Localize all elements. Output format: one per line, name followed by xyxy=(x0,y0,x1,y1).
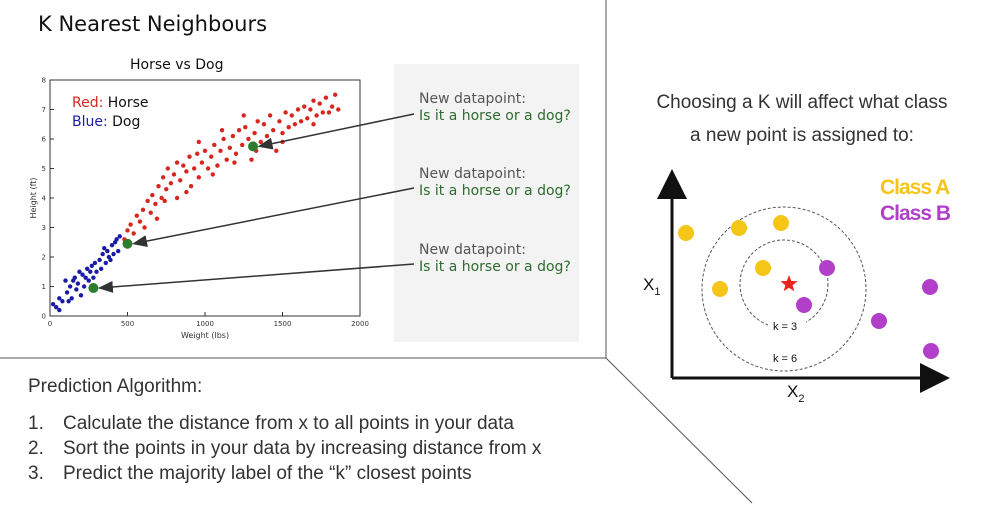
k6-label: k = 6 xyxy=(773,353,797,365)
k3-label: k = 3 xyxy=(773,321,797,333)
class-a-point xyxy=(755,260,771,276)
class-b-point xyxy=(819,260,835,276)
class-a-point xyxy=(773,215,789,231)
class-a-point xyxy=(712,281,728,297)
class-a-point xyxy=(731,220,747,236)
class-b-point xyxy=(871,313,887,329)
class-b-point xyxy=(923,343,939,359)
x-axis-label: X2 xyxy=(787,382,804,405)
class-a-point xyxy=(678,225,694,241)
class-b-point xyxy=(922,279,938,295)
knn-points xyxy=(678,215,939,359)
class-b-point xyxy=(796,297,812,313)
y-axis-label: X1 xyxy=(643,275,660,298)
query-point-star xyxy=(780,275,797,291)
